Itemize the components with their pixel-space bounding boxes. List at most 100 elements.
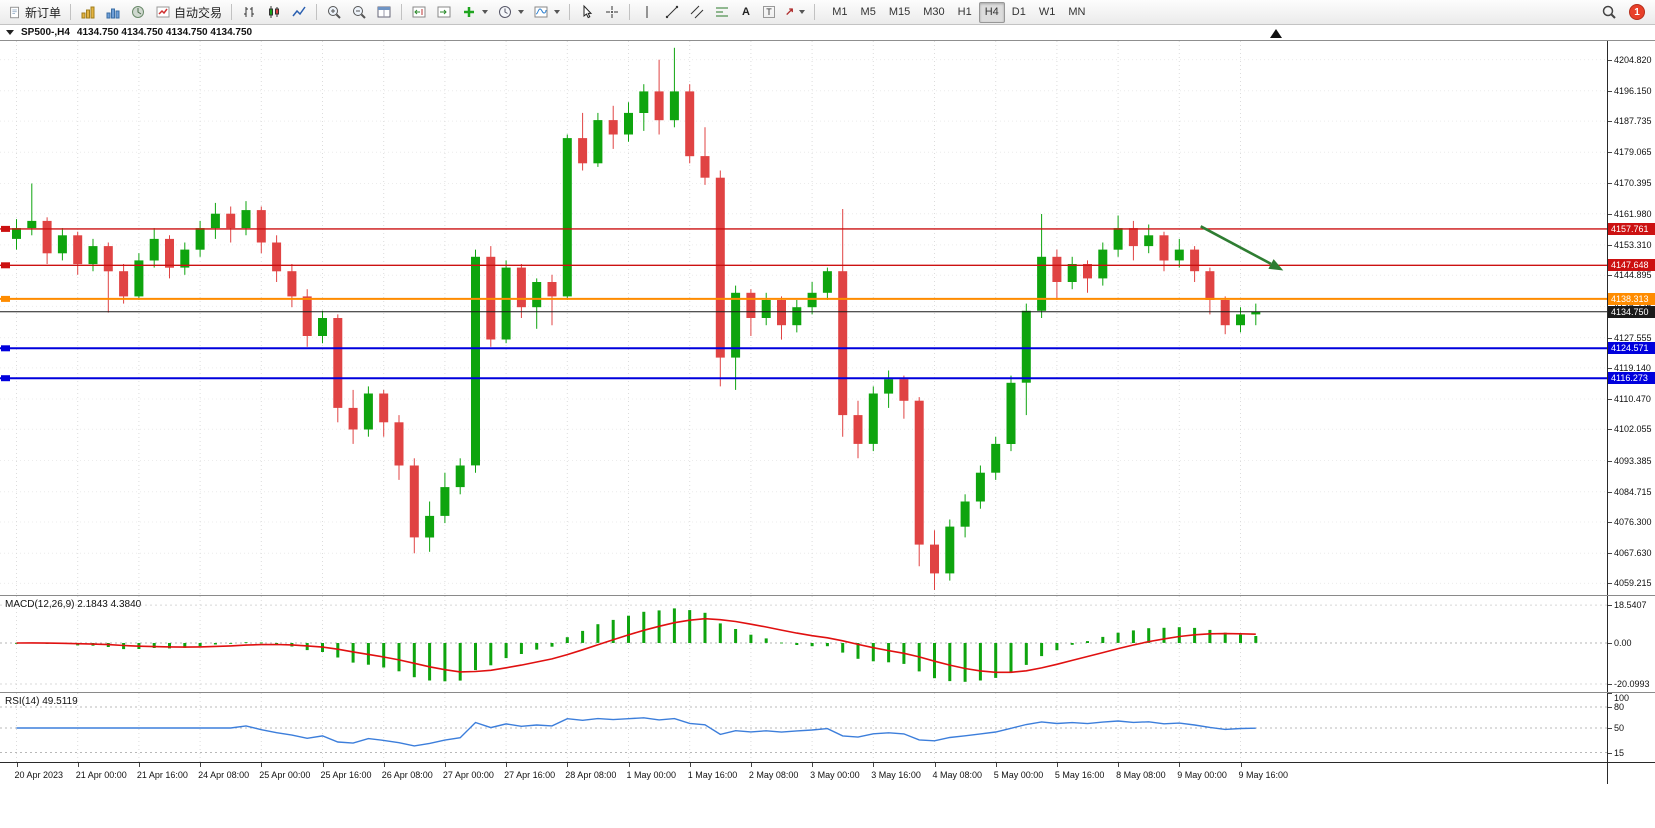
rsi-svg (0, 693, 1607, 762)
time-label: 9 May 16:00 (1238, 770, 1289, 780)
profiles-button[interactable] (101, 2, 125, 23)
search-button[interactable] (1597, 2, 1621, 23)
macd-scale[interactable]: 18.5407 0.00 -20.0993 (1607, 596, 1655, 692)
horizontal-line-4116.273[interactable] (0, 375, 1607, 382)
price-tick-mark (1608, 583, 1612, 585)
horizontal-line-4138.313[interactable] (0, 295, 1607, 302)
separator (401, 4, 403, 20)
timeframe-MN[interactable]: MN (1062, 2, 1091, 23)
price-tick-mark (1608, 429, 1612, 431)
line-handle[interactable] (1, 262, 10, 269)
macd-tick-label: -20.0993 (1614, 679, 1650, 689)
auto-trading-button[interactable]: 自动交易 (151, 2, 226, 23)
data-window-button[interactable] (126, 2, 150, 23)
rsi-tick-label: 80 (1614, 702, 1625, 712)
time-tick-mark (812, 763, 814, 767)
timeframe-D1[interactable]: D1 (1006, 2, 1032, 23)
macd-histogram-bar (397, 643, 401, 672)
timeframe-M15[interactable]: M15 (883, 2, 916, 23)
rsi-scale[interactable]: 100 80 50 15 (1607, 693, 1655, 762)
macd-histogram-bar (948, 643, 952, 682)
candles-chart-button[interactable] (262, 2, 286, 23)
macd-histogram-bar (627, 615, 630, 643)
horizontal-line-4157.761[interactable] (0, 225, 1607, 232)
macd-histogram-bar (734, 629, 738, 643)
macd-histogram-bar (963, 643, 967, 682)
macd-histogram-bar (611, 619, 615, 643)
periods-dropdown-button[interactable] (493, 2, 528, 23)
vertical-line-tool-button[interactable] (635, 2, 659, 23)
macd-histogram-bar (244, 642, 248, 643)
trendline-tool-button[interactable] (660, 2, 684, 23)
horizontal-line-4124.571[interactable] (0, 345, 1607, 352)
macd-histogram-bar (351, 643, 355, 663)
timeframe-H4[interactable]: H4 (978, 1, 1005, 23)
timeframe-W1[interactable]: W1 (1033, 2, 1062, 23)
price-tick-mark (1608, 213, 1612, 215)
timeframe-M5[interactable]: M5 (855, 2, 882, 23)
channel-tool-button[interactable] (685, 2, 709, 23)
macd-histogram-bar (1070, 643, 1074, 645)
macd-plot[interactable] (0, 596, 1607, 692)
chart-shift-button[interactable] (407, 2, 431, 23)
macd-values: 2.1843 4.3840 (77, 599, 142, 610)
add-object-dropdown-button[interactable] (457, 2, 492, 23)
cursor-tool-button[interactable] (575, 2, 599, 23)
indicators-dropdown-button[interactable] (529, 2, 564, 23)
price-scale[interactable]: 4204.820 4196.150 4187.735 4179.065 4170.395… (1607, 41, 1655, 595)
time-tick-mark (1240, 763, 1242, 767)
rsi-panel: RSI(14) 49.5119 100 80 50 15 (0, 692, 1655, 762)
rsi-tick-mark (1608, 693, 1612, 694)
macd-histogram-bar (688, 610, 692, 643)
price-tick-label: 4170.395 (1614, 178, 1652, 189)
macd-signal-line (16, 617, 1256, 674)
time-label: 1 May 00:00 (626, 770, 677, 780)
new-order-button[interactable]: 新订单 (4, 2, 65, 23)
text-tool-button[interactable]: A (735, 2, 757, 23)
rsi-tick-label: 15 (1614, 747, 1625, 758)
price-tick-label: 4196.150 (1614, 85, 1652, 96)
time-label: 28 Apr 08:00 (565, 770, 617, 780)
toolbar: 新订单 自动交易 (0, 0, 1655, 25)
macd-histogram-bar (581, 630, 585, 643)
arrows-tool-dropdown-button[interactable]: ↗ (781, 2, 809, 23)
timeframe-M30[interactable]: M30 (917, 2, 950, 23)
bars-chart-button[interactable] (237, 2, 261, 23)
zoom-in-button[interactable] (322, 2, 346, 23)
line-handle[interactable] (1, 225, 10, 232)
macd-histogram-bar (1086, 641, 1089, 643)
line-handle[interactable] (1, 375, 10, 382)
new-chart-icon (81, 6, 95, 19)
chart-ohlc-values: 4134.750 4134.750 4134.750 4134.750 (76, 27, 253, 38)
window-menu-icon[interactable] (6, 30, 14, 35)
fibonacci-tool-button[interactable] (710, 2, 734, 23)
rsi-plot[interactable] (0, 693, 1607, 762)
time-axis[interactable]: 20 Apr 2023 21 Apr 00:00 21 Apr 16:00 24 Ap… (0, 762, 1655, 784)
chart-shift-marker[interactable] (1270, 29, 1282, 38)
crosshair-tool-button[interactable] (600, 2, 624, 23)
tile-windows-button[interactable] (372, 2, 396, 23)
notification-badge[interactable]: 1 (1629, 4, 1645, 20)
time-label: 3 May 16:00 (871, 770, 921, 780)
line-handle[interactable] (1, 345, 10, 352)
trend-arrow-annotation[interactable] (1200, 225, 1284, 271)
price-tick-mark (1608, 553, 1612, 555)
horizontal-line-4147.648[interactable] (0, 262, 1607, 269)
timeframes-toolbar: M1 M5 M15 M30 H1 H4 D1 W1 MN (826, 1, 1091, 23)
timeframe-H1[interactable]: H1 (952, 2, 978, 23)
time-tick-mark (873, 763, 875, 767)
macd-tick-mark (1608, 684, 1612, 685)
price-chart-plot[interactable] (0, 41, 1607, 595)
label-tool-button[interactable]: T (758, 2, 780, 23)
line-handle[interactable] (1, 295, 10, 302)
fibonacci-icon (716, 7, 729, 17)
zoom-out-button[interactable] (347, 2, 371, 23)
new-chart-button[interactable] (76, 2, 100, 23)
auto-scroll-button[interactable] (432, 2, 456, 23)
macd-histogram-bar (718, 623, 722, 643)
clock-icon (499, 6, 512, 18)
timeframe-M1[interactable]: M1 (826, 2, 853, 23)
time-axis-labels: 20 Apr 2023 21 Apr 00:00 21 Apr 16:00 24 Ap… (0, 763, 1607, 784)
price-tick-label: 4102.055 (1614, 424, 1652, 435)
line-chart-button[interactable] (287, 2, 311, 23)
